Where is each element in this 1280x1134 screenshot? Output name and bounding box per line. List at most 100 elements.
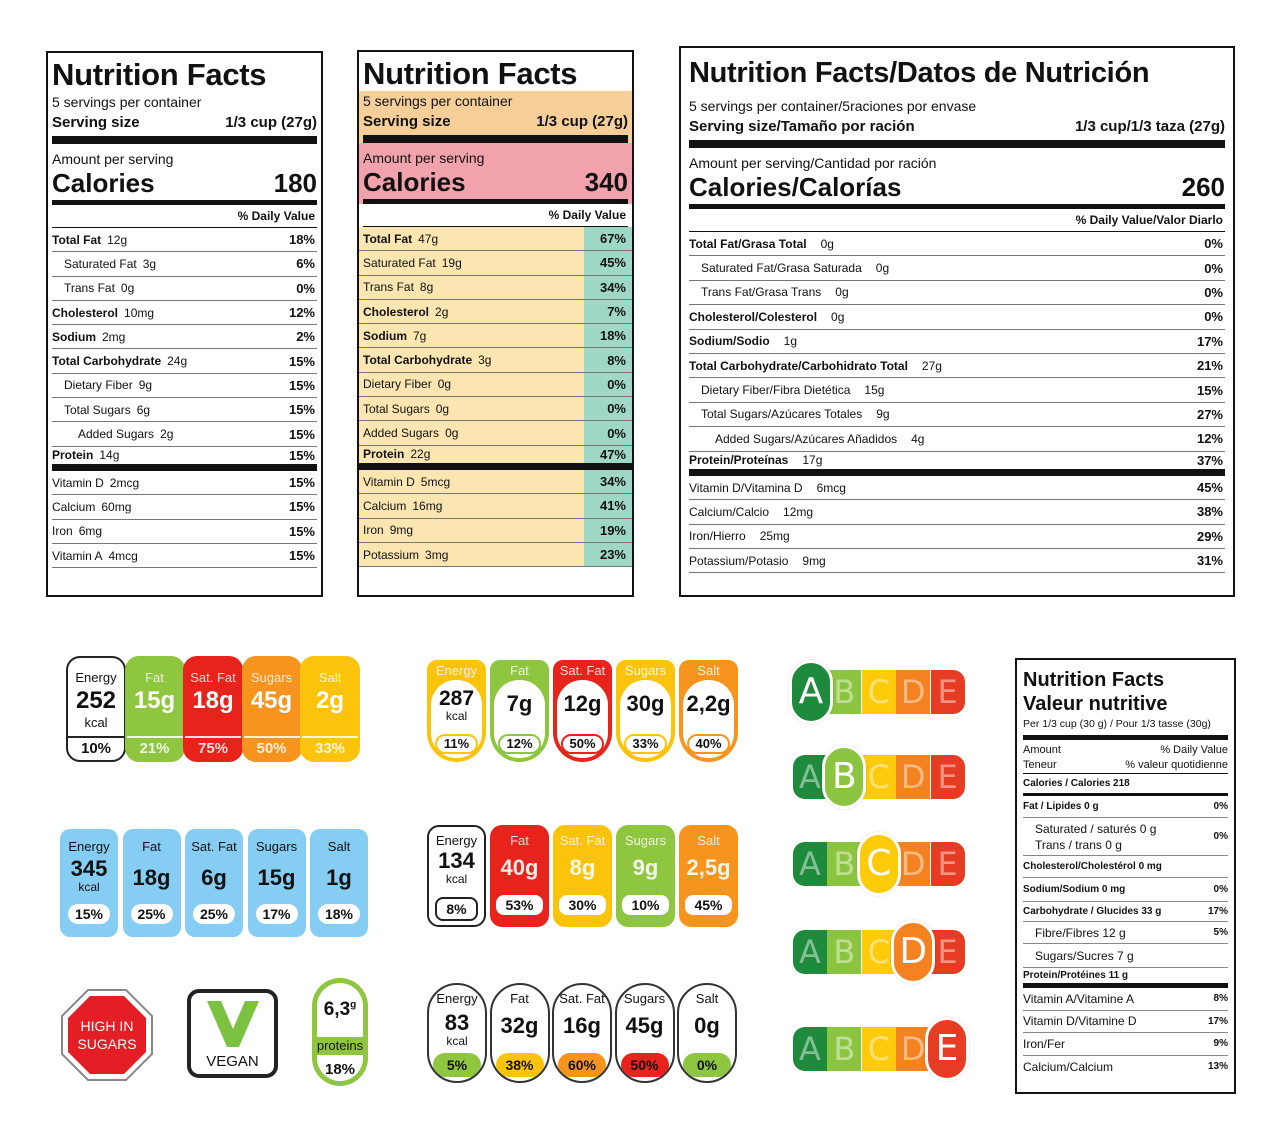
gda-tile: Fat 7g 12% <box>490 660 549 762</box>
gda-name: Sugars <box>624 833 667 848</box>
nutrient-percent: 34% <box>599 474 626 490</box>
gda-tile: Fat 18g 25% <box>122 829 181 937</box>
nutrient-name: Sodium <box>363 328 407 343</box>
gda-name: Fat <box>510 991 529 1006</box>
panel-title: Nutrition Facts/Datos de Nutrición <box>689 57 1150 89</box>
nutrient-label: Trans Fat 8g <box>363 280 433 294</box>
gda-name: Sugars <box>624 663 667 678</box>
gda-tile: Energy 345 kcal 15% <box>60 829 118 937</box>
gda-name: Salt <box>697 663 720 678</box>
nutri-selected: E <box>925 1017 969 1081</box>
serving-highlight: 5 servings per container Serving size 1/3… <box>359 91 632 143</box>
nutrient-row: Added Sugars/Azúcares Añadidos 4g 12% <box>689 427 1225 452</box>
nutrient-label: Iron/Hierro 25mg <box>689 529 790 543</box>
nutrient-amount: 9g <box>138 378 153 393</box>
nutri-selected: D <box>891 920 936 984</box>
nutrient-amount: 6g <box>136 402 151 417</box>
nutrient-row: Protein/Proteínas 17g 37% <box>689 452 1225 476</box>
canada-vitamin-row: Vitamin A/Vitamine A 8% <box>1023 988 1228 1011</box>
nutrient-row: Saturated Fat/Grasa Saturada 0g 0% <box>689 256 1225 281</box>
nutrient-amount: 6mg <box>78 524 103 539</box>
nutrient-amount: 15g <box>864 383 885 398</box>
nutrient-name: Calcium/Calcio <box>689 504 770 519</box>
gda-percent: 0% <box>683 1053 731 1077</box>
gda-percent: 25% <box>193 904 235 924</box>
nutri-letter: D <box>896 1027 931 1071</box>
calories: Calories/Calorías 260 <box>689 172 1225 209</box>
gda-value: 1g <box>326 865 352 890</box>
nutrient-row: Saturated Fat 3g 6% <box>52 252 317 277</box>
nutrient-row: Dietary Fiber 0g 0% <box>359 373 632 398</box>
nutrient-percent: 15% <box>288 426 315 442</box>
nutrient-percent: 15% <box>288 447 315 463</box>
gda-name: Salt <box>318 670 342 685</box>
nutrient-row: Iron/Hierro 25mg 29% <box>689 525 1225 550</box>
nutrient-name: Calcium <box>363 498 407 513</box>
nutrient-amount: 3mg <box>425 547 449 562</box>
nutrient-label: Vitamin D 5mcg <box>363 475 450 489</box>
nutrient-amount: 2mg <box>102 329 126 344</box>
nutrient-name: Saturated Fat <box>363 255 436 270</box>
nutrient-row: Vitamin D 2mcg 15% <box>52 471 317 496</box>
nutrient-amount: 27g <box>921 358 942 373</box>
nutrient-percent: 7% <box>607 304 626 320</box>
serving-size: Serving size 1/3 cup (27g) <box>363 111 628 143</box>
gda-name: Fat <box>510 833 529 848</box>
nutrient-name: Total Carbohydrate/Carbohidrato Total <box>689 358 908 373</box>
nutrient-percent: 0% <box>607 401 626 417</box>
nutrient-label: Added Sugars 0g <box>363 426 458 440</box>
nutrient-row: Dietary Fiber/Fibra Dietética 15g 15% <box>689 378 1225 403</box>
gda-value: 7g <box>506 691 533 716</box>
protein-badge: 6,3g proteins 18% <box>312 978 368 1086</box>
gda-value: 2,2g <box>686 691 731 716</box>
gda-value: 16g <box>563 1013 601 1038</box>
canada-sat-trans: Saturated / saturés 0 g Trans / trans 0 g… <box>1023 818 1228 856</box>
gda-name: Sugars <box>250 670 293 685</box>
nutrient-name: Vitamin D <box>363 474 415 489</box>
gda-tile: Fat 32g 38% <box>489 983 550 1083</box>
canada-vitamin-row: Iron/Fer 9% <box>1023 1033 1228 1056</box>
nutrient-percent: 0% <box>607 376 626 392</box>
gda-percent: 8% <box>435 897 478 921</box>
nutrient-row: Calcium/Calcio 12mg 38% <box>689 500 1225 525</box>
nutrient-percent: 15% <box>288 548 315 563</box>
nutri-letter: B <box>827 930 862 974</box>
nutrient-name: Total Fat <box>363 231 413 246</box>
gda-tile: Energy 134 kcal 8% <box>427 825 486 927</box>
nutrient-label: Potassium 3mg <box>363 548 448 562</box>
nutrient-percent: 18% <box>599 328 626 344</box>
gda-percent: 10% <box>68 736 124 760</box>
nutrient-name: Total Carbohydrate <box>52 354 162 369</box>
vegan-label: VEGAN <box>206 1053 259 1070</box>
nutrient-name: Vitamin A <box>52 548 103 563</box>
nutrient-row: Vitamin A 4mcg 15% <box>52 544 317 569</box>
nutri-letter: E <box>930 755 965 799</box>
nutrient-amount: 16mg <box>412 498 443 513</box>
gda-value: 9g <box>632 855 659 880</box>
canada-carb: Carbohydrate / Glucides 33 g 17% <box>1023 902 1228 922</box>
canada-chol: Cholesterol/Cholestérol 0 mg <box>1023 856 1228 878</box>
nutrient-name: Iron <box>363 523 384 538</box>
gda-tile: Fat 40g 53% <box>490 825 549 927</box>
high-sugars-text: HIGH IN SUGARS <box>77 1018 137 1052</box>
nutrient-amount: 9mg <box>389 523 414 538</box>
gda-name: Sugars <box>623 991 666 1006</box>
nutrient-label: Calcium/Calcio 12mg <box>689 505 813 519</box>
nutrient-amount: 14g <box>99 448 120 463</box>
nutrient-row: Cholesterol 2g 7% <box>359 300 632 325</box>
calories: Calories 180 <box>52 168 317 205</box>
gda-percent: 33% <box>624 734 667 754</box>
gda-name: Sat. Fat <box>559 663 606 678</box>
gda-percent: 45% <box>685 895 732 915</box>
nutrient-percent: 15% <box>288 499 315 515</box>
nutrition-facts-panel-1: Nutrition Facts 5 servings per container… <box>46 51 323 597</box>
gda-percent: 50% <box>561 734 604 754</box>
nutri-letter: B <box>827 842 862 886</box>
nutrient-row: Total Carbohydrate/Carbohidrato Total 27g… <box>689 354 1225 379</box>
panel-title: Nutrition Facts <box>52 57 267 92</box>
gda-percent: 25% <box>130 904 173 924</box>
nutrient-percent: 6% <box>296 256 315 272</box>
gda-value: 45g <box>625 1013 664 1038</box>
nutrient-amount: 0g <box>875 261 890 276</box>
daily-value-header: % Daily Value/Valor Diarlo <box>689 209 1225 232</box>
